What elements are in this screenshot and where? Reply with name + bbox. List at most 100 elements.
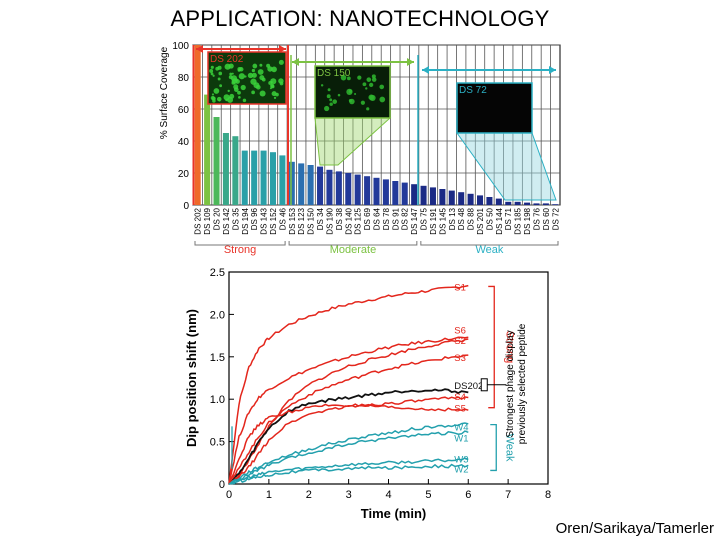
fluorescence-speck — [379, 84, 385, 90]
bar — [288, 161, 295, 205]
fluorescence-speck — [217, 65, 222, 70]
bar-category-label: DS 34 — [316, 207, 325, 230]
fluorescence-speck — [225, 98, 228, 102]
bar-category-label: DS 35 — [231, 207, 240, 230]
inset-label: DS 72 — [459, 85, 487, 96]
fluorescence-speck — [216, 96, 222, 102]
bar — [495, 198, 502, 205]
fluorescence-speck — [217, 77, 221, 81]
fluorescence-speck — [360, 100, 365, 105]
bar — [194, 45, 201, 205]
bar-category-label: DS 201 — [476, 207, 485, 234]
series-line-s1 — [228, 284, 469, 485]
y-tick-label: 2.5 — [210, 267, 225, 279]
fluorescence-speck — [278, 59, 284, 65]
fluorescence-speck — [238, 96, 241, 99]
bar-y-tick-label: 40 — [178, 137, 190, 148]
fluorescence-speck — [371, 77, 377, 82]
fluorescence-speck — [324, 105, 330, 112]
fluorescence-speck — [251, 68, 256, 73]
fluorescence-speck — [327, 88, 331, 92]
bar-category-label: DS 48 — [457, 207, 466, 230]
bar-category-label: DS 38 — [335, 207, 344, 230]
strong-bracket — [488, 285, 495, 409]
bar-category-label: DS 88 — [467, 207, 476, 230]
fluorescence-speck — [259, 63, 263, 67]
y-tick-label: 1.5 — [210, 352, 225, 364]
bar-category-label: DS 60 — [542, 207, 551, 230]
series-line-s3 — [228, 354, 469, 485]
fluorescence-speck — [237, 90, 241, 95]
fluorescence-speck — [357, 75, 362, 80]
x-tick-label: 7 — [505, 489, 511, 501]
fluorescence-speck — [234, 78, 238, 82]
weak-bracket — [490, 423, 497, 472]
bar — [505, 201, 512, 205]
bar — [260, 150, 267, 205]
bar-category-label: DS 78 — [382, 207, 391, 230]
fluorescence-speck — [233, 84, 239, 90]
x-tick-label: 2 — [306, 489, 312, 501]
bar-category-label: DS 64 — [373, 207, 382, 230]
fluorescence-speck — [257, 69, 264, 75]
weak-region-arrow-head-right — [549, 66, 556, 74]
fluorescence-speck — [267, 66, 273, 72]
series-line-w2 — [228, 463, 469, 485]
bar — [458, 192, 465, 205]
fluorescence-speck — [369, 82, 374, 87]
bar-category-label: DS 75 — [420, 207, 429, 230]
x-tick-label: 0 — [226, 489, 232, 501]
bar — [364, 176, 371, 205]
fluorescence-speck — [227, 89, 230, 93]
bar-category-label: DS 145 — [438, 207, 447, 234]
bar — [382, 179, 389, 205]
bar — [533, 203, 540, 205]
series-label-ds202: DS202 — [454, 381, 483, 392]
bar-category-label: DS 91 — [391, 207, 400, 230]
fluorescence-speck — [379, 96, 386, 103]
bar — [326, 169, 333, 205]
fluorescence-speck — [209, 68, 214, 73]
slide-title: APPLICATION: NANOTECHNOLOGY — [170, 6, 550, 31]
series-line-s4 — [228, 396, 469, 485]
series-label-s6: S6 — [454, 326, 466, 337]
fluorescence-speck — [270, 78, 277, 85]
series-label-w1: W1 — [454, 433, 468, 444]
fluorescence-speck — [229, 72, 233, 76]
fluorescence-speck — [212, 74, 215, 77]
series-line-ds202 — [228, 388, 469, 485]
bar — [298, 163, 305, 205]
fluorescence-speck — [237, 68, 241, 72]
fluorescence-speck — [211, 93, 215, 96]
bar-category-label: DS 20 — [213, 207, 222, 230]
fluorescence-speck — [340, 74, 347, 81]
bar-category-label: DS 198 — [523, 207, 532, 234]
bar — [354, 174, 361, 205]
fluorescence-speck — [251, 72, 257, 78]
bar-category-label: DS 144 — [495, 207, 504, 234]
strong-region-arrow-head-right — [279, 45, 286, 53]
bar — [524, 202, 531, 205]
bar-category-label: DS 143 — [260, 207, 269, 234]
fluorescence-speck — [270, 84, 275, 89]
bar-category-label: DS 191 — [429, 207, 438, 234]
fluorescence-speck — [210, 72, 214, 76]
moderate-region-arrow-head-left — [292, 58, 299, 66]
fluorescence-speck — [242, 98, 247, 103]
series-line-s5 — [228, 403, 469, 485]
fluorescence-speck — [255, 84, 261, 90]
x-tick-label: 5 — [425, 489, 431, 501]
bar — [251, 150, 258, 205]
bar-category-label: DS 96 — [250, 207, 259, 230]
series-label-s5: S5 — [454, 404, 466, 415]
bar-category-label: DS 190 — [325, 207, 334, 234]
microscopy-inset — [456, 82, 533, 134]
bar-category-label: DS 82 — [401, 207, 410, 230]
fluorescence-speck — [250, 78, 257, 85]
bar — [204, 94, 211, 205]
fluorescence-speck — [269, 87, 272, 90]
fluorescence-speck — [252, 63, 258, 69]
fluorescence-speck — [231, 72, 234, 75]
bar — [477, 195, 484, 205]
